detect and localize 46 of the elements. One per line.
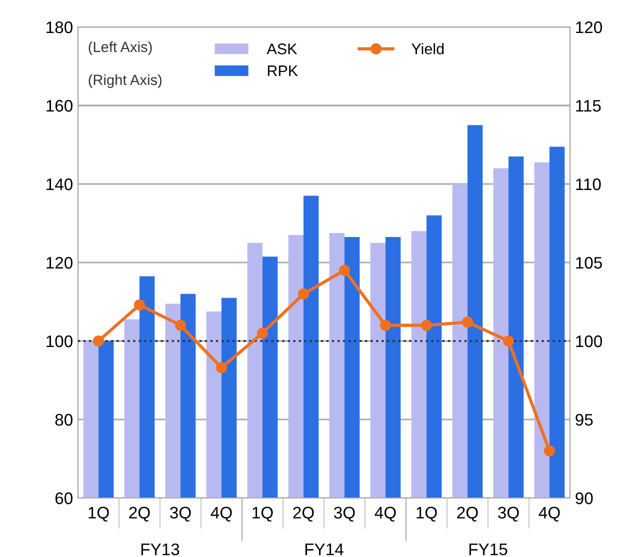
x-tick-label: 4Q xyxy=(374,506,396,522)
y2-tick-label: 95 xyxy=(576,414,593,426)
y-tick-label: 160 xyxy=(46,100,72,112)
legend-label: ASK xyxy=(266,44,298,54)
x-tick-label: 1Q xyxy=(416,506,437,522)
annotation: (Left Axis) xyxy=(88,41,152,55)
x-tick-label: 4Q xyxy=(210,506,232,522)
point xyxy=(92,335,104,347)
text: FY15 xyxy=(469,544,508,556)
point xyxy=(420,320,432,331)
y2-tick-label: 120 xyxy=(576,21,602,34)
text: FY14 xyxy=(305,544,344,556)
point xyxy=(174,320,186,331)
y2-tick-label: 110 xyxy=(576,178,601,190)
x-tick-label: 3Q xyxy=(334,506,355,522)
x-tick-label: 1Q xyxy=(252,506,273,522)
point xyxy=(380,320,392,331)
y-tick-label: 120 xyxy=(46,256,72,269)
y-tick-label: 180 xyxy=(46,21,72,34)
y-tick-label: 140 xyxy=(46,178,72,190)
x-tick-label: 2Q xyxy=(457,506,478,522)
point xyxy=(544,445,556,456)
legend-label: RPK xyxy=(268,66,298,76)
y2-tick-label: 115 xyxy=(576,100,601,112)
x-tick-label: 3Q xyxy=(498,506,519,522)
point xyxy=(338,264,350,276)
x-tick-label: 3Q xyxy=(170,506,191,522)
x-tick-label: 4Q xyxy=(538,506,560,522)
y2-tick-label: 90 xyxy=(576,492,593,504)
x-tick-label: 2Q xyxy=(129,506,150,522)
legend-label: Yield xyxy=(412,43,444,54)
y-tick-label: 100 xyxy=(46,335,72,348)
y2-tick-label: 105 xyxy=(576,256,602,269)
point xyxy=(216,362,228,374)
y-tick-label: 80 xyxy=(55,414,72,426)
text: FY13 xyxy=(141,543,180,556)
x-tick-label: 1Q xyxy=(88,506,109,522)
point xyxy=(134,299,146,310)
y-tick-label: 60 xyxy=(55,492,72,504)
point xyxy=(462,316,474,328)
y2-tick-label: 100 xyxy=(576,335,602,348)
point xyxy=(256,328,268,339)
annotation: (Right Axis) xyxy=(88,74,162,88)
point xyxy=(298,288,310,300)
point xyxy=(502,335,514,347)
x-tick-label: 2Q xyxy=(293,506,314,522)
